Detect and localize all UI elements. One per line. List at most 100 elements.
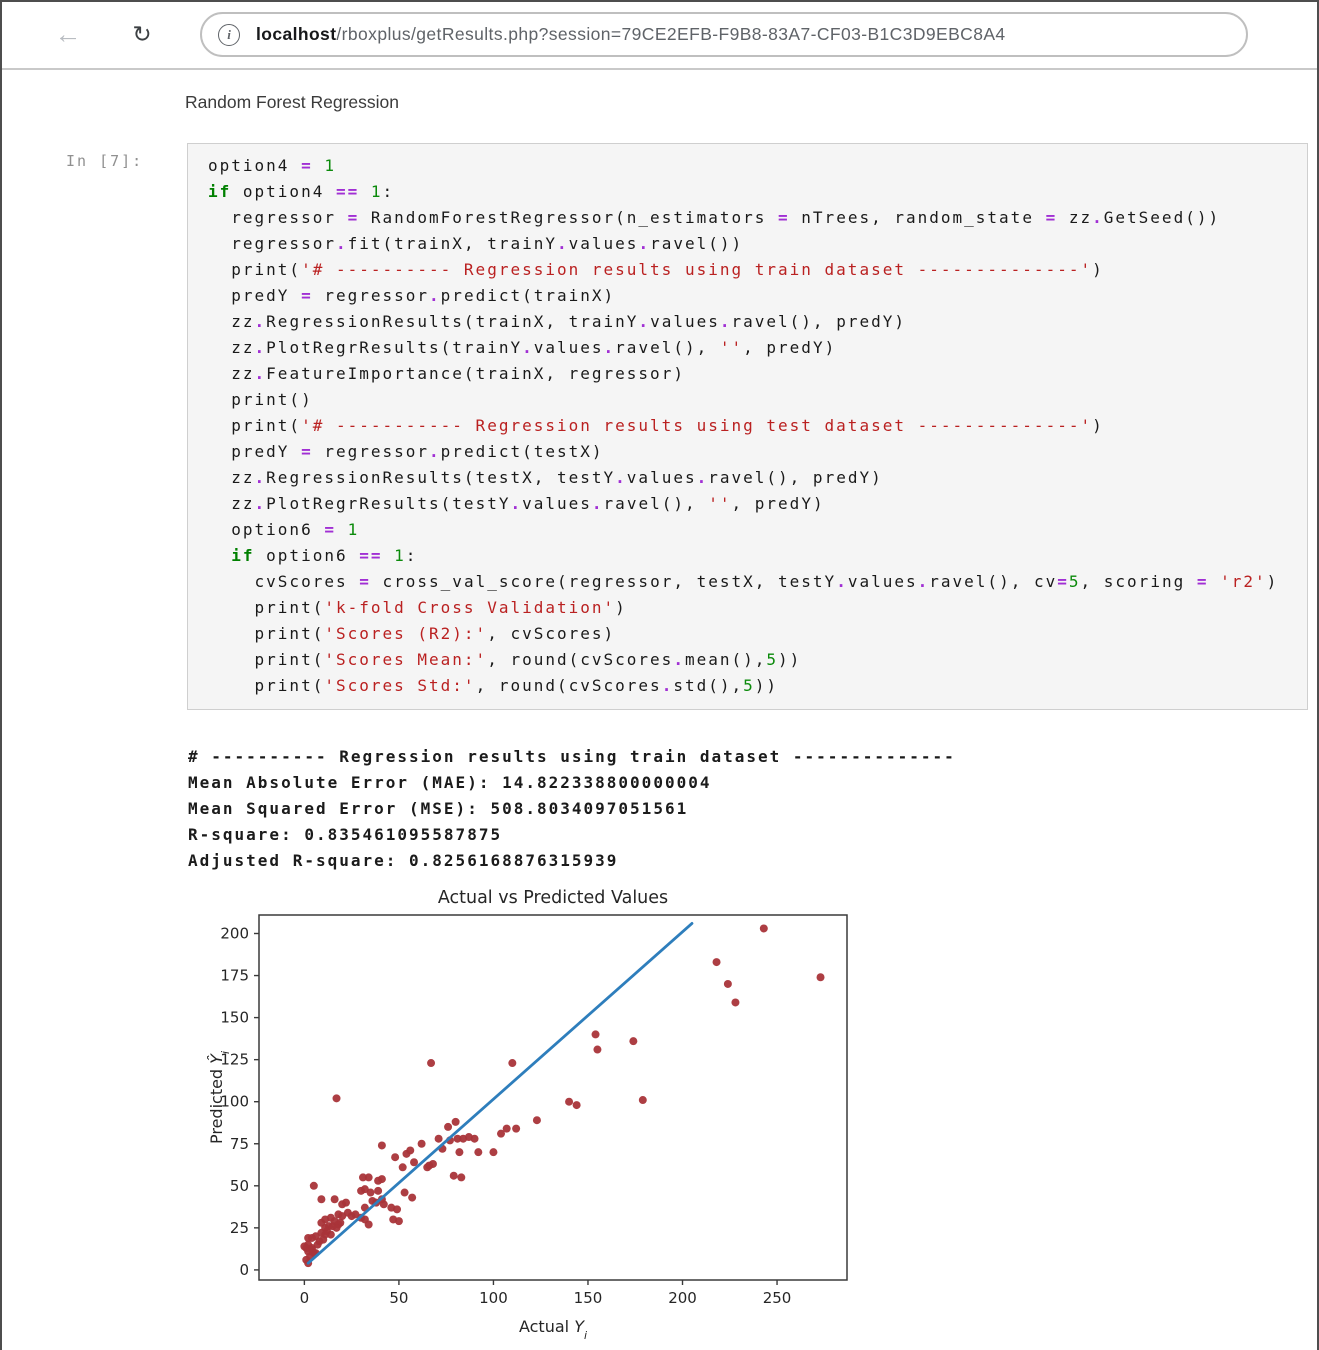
data-point	[723, 979, 732, 988]
data-point	[565, 1097, 574, 1106]
reload-icon: ↻	[132, 20, 152, 47]
back-button[interactable]: ←	[50, 16, 86, 52]
y-tick-label: 150	[220, 1009, 249, 1027]
y-tick-label: 175	[220, 967, 249, 985]
x-axis-label: Actual Yi	[519, 1317, 587, 1342]
url-text: localhost/rboxplus/getResults.php?sessio…	[256, 24, 1006, 45]
data-point	[319, 1235, 328, 1244]
code-line: zz.PlotRegrResults(testY.values.ravel(),…	[208, 494, 825, 513]
output-line: Mean Absolute Error (MAE): 14.8223388000…	[188, 773, 712, 792]
data-point	[304, 1233, 313, 1242]
url-path: /rboxplus/getResults.php?session=79CE2EF…	[336, 24, 1006, 44]
code-line: print('Scores Std:', round(cvScores.std(…	[208, 676, 779, 695]
code-line: print()	[208, 390, 313, 409]
data-point	[332, 1223, 341, 1232]
x-tick-label: 50	[389, 1289, 408, 1307]
data-point	[406, 1146, 415, 1155]
reload-button[interactable]: ↻	[124, 16, 160, 52]
code-line: zz.RegressionResults(testX, testY.values…	[208, 468, 883, 487]
data-point	[341, 1198, 350, 1207]
code-line: print('Scores (R2):', cvScores)	[208, 624, 616, 643]
data-point	[317, 1195, 326, 1204]
y-tick-label: 50	[230, 1177, 249, 1195]
code-line: print('# ---------- Regression results u…	[208, 260, 1104, 279]
data-point	[591, 1030, 600, 1039]
data-point	[453, 1134, 462, 1143]
output-line: # ---------- Regression results using tr…	[188, 747, 956, 766]
scatter-plot: Actual vs Predicted Values 0 50 100 150 200 25…	[207, 888, 848, 1342]
data-point	[398, 1163, 407, 1172]
data-point	[332, 1094, 341, 1103]
code-line: print('k-fold Cross Validation')	[208, 598, 627, 617]
code-line: zz.RegressionResults(trainX, trainY.valu…	[208, 312, 906, 331]
data-point	[360, 1185, 369, 1194]
y-tick-label: 0	[239, 1261, 249, 1279]
x-tick-label: 100	[479, 1289, 508, 1307]
data-point	[731, 998, 740, 1007]
y-tick-label: 200	[220, 925, 249, 943]
code-line: predY = regressor.predict(trainX)	[208, 286, 616, 305]
y-tick-label: 75	[230, 1135, 249, 1153]
data-point	[451, 1117, 460, 1126]
back-arrow-icon: ←	[54, 18, 82, 49]
data-point	[427, 1059, 436, 1068]
data-point	[457, 1173, 466, 1182]
data-point	[393, 1205, 402, 1214]
code-line: predY = regressor.predict(testX)	[208, 442, 604, 461]
code-line: if option6 == 1:	[231, 546, 418, 565]
data-point	[434, 1134, 443, 1143]
code-cell[interactable]: option4 = 1 if option4 == 1: regressor = …	[187, 143, 1308, 710]
code-line: option4 = 1	[208, 156, 336, 175]
url-host: localhost	[256, 24, 337, 44]
data-point	[532, 1116, 541, 1125]
x-tick-label: 0	[300, 1289, 310, 1307]
data-point	[572, 1101, 581, 1110]
code-line: cvScores = cross_val_score(regressor, te…	[208, 572, 1279, 591]
data-point	[313, 1240, 322, 1249]
data-point	[391, 1153, 400, 1162]
data-point	[455, 1148, 464, 1157]
x-tick-label: 150	[574, 1289, 603, 1307]
data-point	[417, 1139, 426, 1148]
browser-toolbar: ← ↻ i localhost/rboxplus/getResults.php?…	[2, 2, 1317, 70]
data-point	[444, 1122, 453, 1131]
chart-title: Actual vs Predicted Values	[438, 888, 668, 908]
y-tick-label: 25	[230, 1219, 249, 1237]
cell-prompt: In [7]:	[66, 152, 144, 170]
y-tick-label: 125	[220, 1051, 249, 1069]
data-point	[309, 1181, 318, 1190]
code-line: print('# ----------- Regression results …	[208, 416, 1104, 435]
data-point	[497, 1129, 506, 1138]
data-point	[358, 1173, 367, 1182]
data-point	[712, 958, 721, 967]
data-point	[638, 1096, 647, 1105]
data-point	[410, 1158, 419, 1167]
code-line: regressor = RandomForestRegressor(n_esti…	[208, 208, 1221, 227]
data-point	[364, 1220, 373, 1229]
code-line: zz.PlotRegrResults(trainY.values.ravel()…	[208, 338, 837, 357]
url-bar[interactable]: i localhost/rboxplus/getResults.php?sess…	[200, 12, 1248, 57]
data-point	[374, 1176, 383, 1185]
data-point	[508, 1059, 517, 1068]
code-line: if option4 == 1:	[208, 182, 395, 201]
data-point	[449, 1171, 458, 1180]
output-line: R-square: 0.835461095587875	[188, 825, 503, 844]
data-point	[364, 1173, 373, 1182]
data-point	[374, 1186, 383, 1195]
data-point	[512, 1124, 521, 1133]
data-point	[330, 1195, 339, 1204]
code-line: option6 = 1	[208, 520, 360, 539]
data-point	[338, 1212, 347, 1221]
y-axis-label: Predicted Ŷi	[207, 1051, 232, 1144]
page-title: Random Forest Regression	[185, 92, 399, 112]
data-point	[593, 1045, 602, 1054]
data-point	[489, 1148, 498, 1157]
code-line: regressor.fit(trainX, trainY.values.rave…	[208, 234, 744, 253]
data-point	[425, 1161, 434, 1170]
data-point	[759, 924, 768, 933]
x-tick-label: 250	[763, 1289, 792, 1307]
info-icon[interactable]: i	[218, 23, 240, 46]
data-point	[459, 1134, 468, 1143]
data-point	[629, 1037, 638, 1046]
